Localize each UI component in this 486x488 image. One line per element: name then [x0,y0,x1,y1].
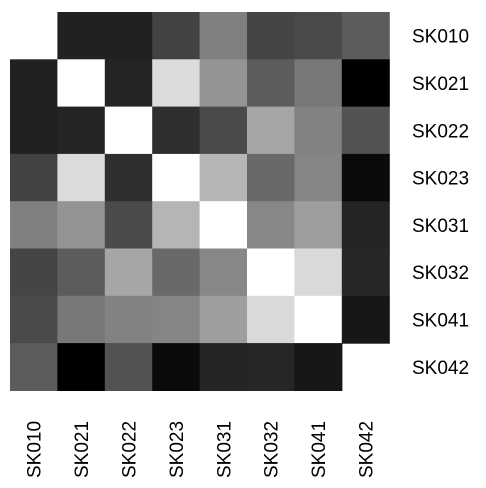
column-label: SK021 [72,421,93,478]
heatmap-cell-SK021-SK022 [104,59,153,108]
row-label: SK021 [412,74,469,95]
row-label: SK032 [412,263,469,284]
heatmap-cell-SK021-SK041 [294,59,343,108]
heatmap-cell-SK032-SK042 [341,248,390,297]
heatmap-cell-SK023-SK031 [199,153,248,202]
row-label: SK022 [412,121,469,142]
heatmap-cell-SK010-SK032 [247,12,295,60]
row-label: SK042 [412,358,469,379]
heatmap-cell-SK021-SK032 [247,59,295,108]
row-label: SK010 [412,27,469,48]
column-label: SK023 [167,421,188,478]
heatmap-cell-SK031-SK041 [294,201,343,250]
heatmap-cell-SK042-SK021 [57,343,106,391]
heatmap-cell-SK032-SK021 [57,248,106,297]
heatmap-cell-SK032-SK032 [247,248,295,297]
column-label: SK042 [357,421,378,478]
heatmap-cell-SK023-SK032 [247,153,295,202]
row-label: SK031 [412,216,469,237]
heatmap-cell-SK031-SK021 [57,201,106,250]
heatmap-cell-SK021-SK031 [199,59,248,108]
row-labels: SK010 SK021 SK022 SK023 SK031 SK032 SK041 SK042 [412,27,469,379]
heatmap-cell-SK031-SK023 [152,201,201,250]
heatmap-cell-SK042-SK022 [104,343,153,391]
heatmap-cell-SK022-SK010 [10,106,58,155]
heatmap-cell-SK041-SK021 [57,295,106,344]
heatmap-cell-SK022-SK042 [341,106,390,155]
column-label: SK032 [262,421,283,478]
heatmap-cell-SK042-SK023 [152,343,201,391]
heatmap-cell-SK042-SK031 [199,343,248,391]
heatmap-cell-SK022-SK022 [104,106,153,155]
heatmap-cell-SK023-SK022 [104,153,153,202]
heatmap-cells [10,12,390,391]
heatmap-cell-SK041-SK041 [294,295,343,344]
heatmap-cell-SK032-SK022 [104,248,153,297]
heatmap-cell-SK022-SK041 [294,106,343,155]
heatmap-cell-SK032-SK031 [199,248,248,297]
heatmap-cell-SK032-SK023 [152,248,201,297]
heatmap-cell-SK010-SK022 [104,12,153,60]
column-labels: SK010 SK021 SK022 SK023 SK031 SK032 SK041 SK042 [25,421,378,478]
heatmap-cell-SK041-SK022 [104,295,153,344]
heatmap-cell-SK022-SK031 [199,106,248,155]
heatmap-cell-SK023-SK023 [152,153,201,202]
heatmap-cell-SK023-SK021 [57,153,106,202]
heatmap-cell-SK031-SK022 [104,201,153,250]
heatmap-cell-SK022-SK023 [152,106,201,155]
heatmap-cell-SK010-SK021 [57,12,106,60]
heatmap-cell-SK023-SK042 [341,153,390,202]
column-label: SK022 [120,421,141,478]
heatmap-cell-SK023-SK010 [10,153,58,202]
heatmap-cell-SK041-SK042 [341,295,390,344]
heatmap-cell-SK041-SK023 [152,295,201,344]
heatmap-cell-SK041-SK031 [199,295,248,344]
heatmap-cell-SK042-SK041 [294,343,343,391]
heatmap-cell-SK041-SK032 [247,295,295,344]
heatmap-cell-SK010-SK042 [341,12,390,60]
heatmap-cell-SK031-SK010 [10,201,58,250]
heatmap-cell-SK021-SK042 [341,59,390,108]
heatmap-cell-SK010-SK023 [152,12,201,60]
heatmap-cell-SK022-SK021 [57,106,106,155]
column-label: SK010 [25,421,46,478]
heatmap-cell-SK042-SK032 [247,343,295,391]
heatmap-cell-SK032-SK041 [294,248,343,297]
heatmap-cell-SK010-SK031 [199,12,248,60]
row-label: SK023 [412,169,469,190]
column-label: SK031 [214,421,235,478]
heatmap-cell-SK021-SK021 [57,59,106,108]
heatmap-cell-SK021-SK023 [152,59,201,108]
heatmap-cell-SK042-SK010 [10,343,58,391]
heatmap-cell-SK022-SK032 [247,106,295,155]
heatmap-cell-SK041-SK010 [10,295,58,344]
heatmap-cell-SK031-SK042 [341,201,390,250]
heatmap-cell-SK031-SK031 [199,201,248,250]
column-label: SK041 [309,421,330,478]
heatmap-cell-SK031-SK032 [247,201,295,250]
heatmap-cell-SK023-SK041 [294,153,343,202]
heatmap-cell-SK010-SK041 [294,12,343,60]
row-label: SK041 [412,310,469,331]
heatmap-cell-SK032-SK010 [10,248,58,297]
heatmap-cell-SK021-SK010 [10,59,58,108]
